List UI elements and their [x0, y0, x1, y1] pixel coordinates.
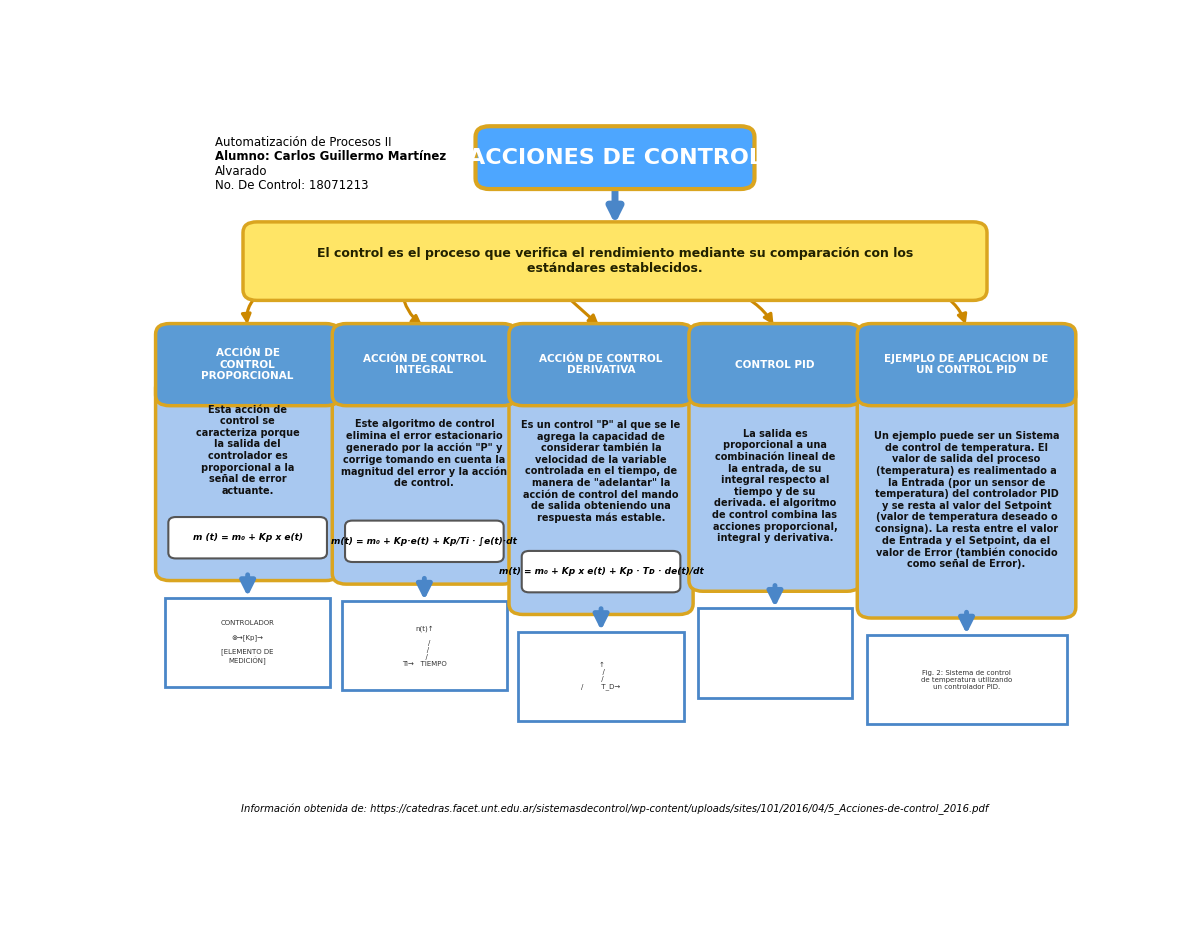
Text: ↑
  /
 /
/        T_D→: ↑ / / / T_D→ [582, 662, 620, 690]
FancyBboxPatch shape [689, 324, 860, 406]
FancyBboxPatch shape [332, 324, 516, 406]
FancyBboxPatch shape [346, 521, 504, 562]
Text: Esta acción de
control se
caracteriza porque
la salida del
controlador es
propor: Esta acción de control se caracteriza po… [196, 405, 300, 496]
Text: Es un control "P" al que se le
agrega la capacidad de
considerar también la
velo: Es un control "P" al que se le agrega la… [522, 420, 680, 524]
Text: ACCIONES DE CONTROL: ACCIONES DE CONTROL [468, 147, 762, 168]
Text: ACCIÓN DE
CONTROL
PROPORCIONAL: ACCIÓN DE CONTROL PROPORCIONAL [202, 348, 294, 381]
FancyBboxPatch shape [342, 602, 508, 691]
FancyBboxPatch shape [857, 324, 1076, 406]
Text: Alumno: Carlos Guillermo Martínez: Alumno: Carlos Guillermo Martínez [215, 150, 446, 163]
Text: Alvarado: Alvarado [215, 165, 268, 178]
Text: Información obtenida de: https://catedras.facet.unt.edu.ar/sistemasdecontrol/wp-: Información obtenida de: https://catedra… [241, 804, 989, 815]
FancyBboxPatch shape [156, 324, 340, 406]
FancyBboxPatch shape [689, 381, 860, 591]
Text: EJEMPLO DE APLICACION DE
UN CONTROL PID: EJEMPLO DE APLICACION DE UN CONTROL PID [884, 354, 1049, 375]
FancyBboxPatch shape [518, 631, 684, 721]
FancyBboxPatch shape [168, 517, 326, 558]
Text: Un ejemplo puede ser un Sistema
de control de temperatura. El
valor de salida de: Un ejemplo puede ser un Sistema de contr… [874, 431, 1060, 569]
Text: ACCIÓN DE CONTROL
INTEGRAL: ACCIÓN DE CONTROL INTEGRAL [362, 354, 486, 375]
Text: Este algoritmo de control
elimina el error estacionario
generado por la acción ": Este algoritmo de control elimina el err… [341, 419, 508, 489]
Text: ACCIÓN DE CONTROL
DERIVATIVA: ACCIÓN DE CONTROL DERIVATIVA [539, 354, 662, 375]
FancyBboxPatch shape [164, 598, 330, 687]
Text: n(t)↑

    /
   /
  /
Ti→   TIEMPO: n(t)↑ / / / Ti→ TIEMPO [402, 625, 446, 667]
Text: Automatización de Procesos II: Automatización de Procesos II [215, 136, 391, 149]
FancyBboxPatch shape [522, 551, 680, 592]
FancyBboxPatch shape [156, 377, 340, 580]
Text: m (t) = m₀ + Kp x e(t): m (t) = m₀ + Kp x e(t) [193, 533, 302, 542]
Text: CONTROL PID: CONTROL PID [736, 360, 815, 370]
Text: m(t) = m₀ + Kp x e(t) + Kp · Tᴅ · de(t)/dt: m(t) = m₀ + Kp x e(t) + Kp · Tᴅ · de(t)/… [499, 567, 703, 577]
Text: Fig. 2: Sistema de control
de temperatura utilizando
un controlador PID.: Fig. 2: Sistema de control de temperatur… [920, 670, 1012, 690]
FancyBboxPatch shape [242, 222, 986, 300]
Text: El control es el proceso que verifica el rendimiento mediante su comparación con: El control es el proceso que verifica el… [317, 248, 913, 275]
Text: CONTROLADOR

⊗→[Kp]→

[ELEMENTO DE
MEDICIÓN]: CONTROLADOR ⊗→[Kp]→ [ELEMENTO DE MEDICIÓ… [221, 620, 275, 665]
FancyBboxPatch shape [509, 324, 694, 406]
FancyBboxPatch shape [698, 608, 852, 698]
Text: La salida es
proporcional a una
combinación lineal de
la entrada, de su
integral: La salida es proporcional a una combinac… [713, 429, 838, 543]
FancyBboxPatch shape [509, 386, 694, 615]
Text: No. De Control: 18071213: No. De Control: 18071213 [215, 179, 368, 192]
FancyBboxPatch shape [866, 635, 1067, 724]
FancyBboxPatch shape [475, 126, 755, 189]
Text: m(t) = m₀ + Kp·e(t) + Kp/Ti · ∫e(t)·dt: m(t) = m₀ + Kp·e(t) + Kp/Ti · ∫e(t)·dt [331, 537, 517, 546]
FancyBboxPatch shape [857, 383, 1076, 618]
FancyBboxPatch shape [332, 381, 516, 584]
